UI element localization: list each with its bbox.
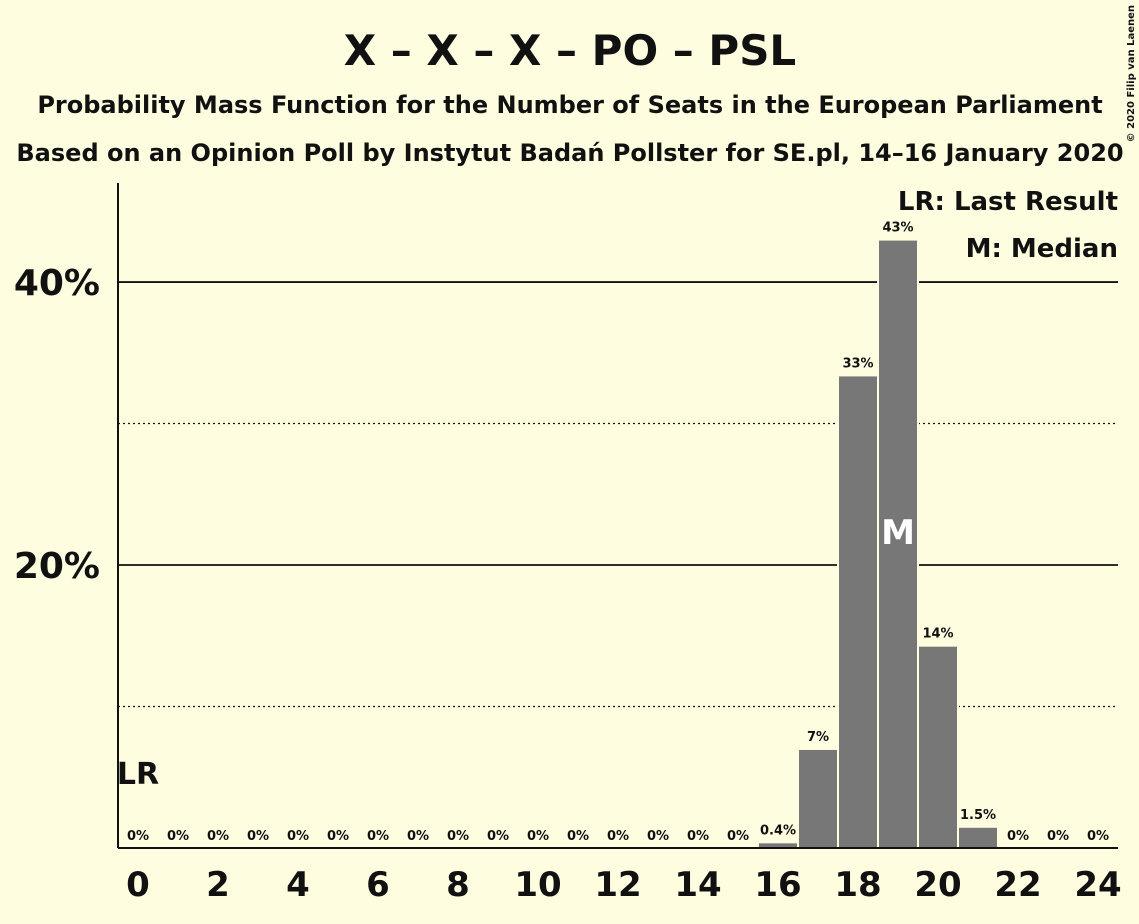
legend-entry: LR: Last Result	[898, 187, 1118, 217]
legend-entry: M: Median	[966, 234, 1118, 264]
value-label: 0%	[527, 829, 549, 844]
value-label: 1.5%	[960, 808, 996, 823]
copyright: © 2020 Filip van Laenen	[1126, 5, 1137, 142]
value-label: 33%	[842, 356, 873, 371]
value-label: 0%	[327, 829, 349, 844]
chart-subtitle: Probability Mass Function for the Number…	[37, 91, 1102, 119]
value-label: 0%	[407, 829, 429, 844]
value-label: 0%	[127, 829, 149, 844]
bar	[797, 747, 839, 850]
x-tick-label: 12	[594, 865, 641, 905]
value-label: 0%	[1047, 829, 1069, 844]
value-label: 0%	[567, 829, 589, 844]
median-marker: M	[881, 513, 915, 553]
value-label: 14%	[922, 627, 953, 642]
last-result-marker: LR	[117, 757, 159, 792]
value-label: 0%	[647, 829, 669, 844]
x-tick-label: 8	[446, 865, 470, 905]
value-label: 7%	[807, 730, 829, 745]
chart-title: X – X – X – PO – PSL	[344, 26, 796, 75]
value-label: 0.4%	[760, 823, 796, 838]
bar	[837, 374, 879, 849]
x-tick-label: 18	[834, 865, 881, 905]
x-tick-label: 0	[126, 865, 150, 905]
x-tick-label: 20	[914, 865, 961, 905]
value-label: 0%	[447, 829, 469, 844]
y-tick-label: 40%	[14, 263, 100, 304]
x-tick-label: 14	[674, 865, 721, 905]
value-label: 0%	[167, 829, 189, 844]
x-tick-label: 2	[206, 865, 230, 905]
x-tick-label: 22	[994, 865, 1041, 905]
x-tick-label: 4	[286, 865, 310, 905]
bar	[877, 238, 919, 849]
bar	[917, 644, 959, 850]
chart-subtitle: Based on an Opinion Poll by Instytut Bad…	[16, 139, 1123, 167]
x-tick-label: 24	[1074, 865, 1121, 905]
value-label: 0%	[1007, 829, 1029, 844]
value-label: 0%	[1087, 829, 1109, 844]
y-tick-label: 20%	[14, 546, 100, 587]
value-label: 0%	[287, 829, 309, 844]
value-label: 0%	[487, 829, 509, 844]
value-label: 0%	[607, 829, 629, 844]
value-label: 0%	[247, 829, 269, 844]
value-label: 43%	[882, 221, 913, 236]
bar	[957, 825, 999, 850]
value-label: 0%	[727, 829, 749, 844]
value-label: 0%	[367, 829, 389, 844]
x-tick-label: 10	[514, 865, 561, 905]
x-tick-label: 6	[366, 865, 390, 905]
value-label: 0%	[207, 829, 229, 844]
x-tick-label: 16	[754, 865, 801, 905]
value-label: 0%	[687, 829, 709, 844]
